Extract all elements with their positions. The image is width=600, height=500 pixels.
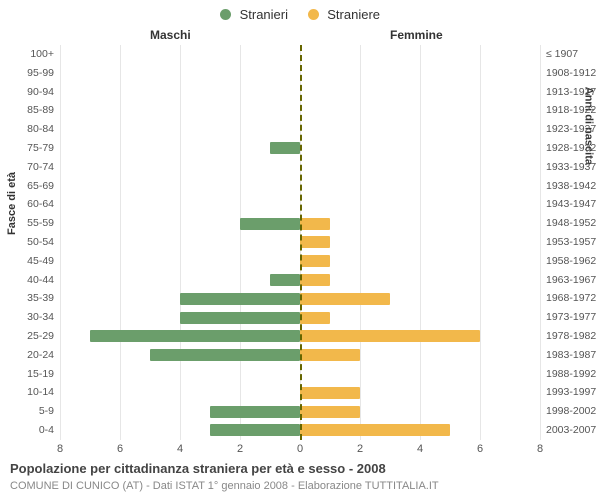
age-label: 0-4 xyxy=(39,424,54,436)
age-label: 75-79 xyxy=(27,142,54,154)
birth-year-label: 1988-1992 xyxy=(546,368,596,380)
age-label: 25-29 xyxy=(27,330,54,342)
chart-subtitle: COMUNE DI CUNICO (AT) - Dati ISTAT 1° ge… xyxy=(10,480,439,492)
age-label: 30-34 xyxy=(27,311,54,323)
birth-year-label: 1948-1952 xyxy=(546,217,596,229)
birth-year-label: 1973-1977 xyxy=(546,311,596,323)
birth-year-label: 1978-1982 xyxy=(546,330,596,342)
legend-label: Stranieri xyxy=(240,7,288,22)
birth-year-label: 1993-1997 xyxy=(546,386,596,398)
age-label: 65-69 xyxy=(27,180,54,192)
age-label: 55-59 xyxy=(27,217,54,229)
legend: Stranieri Straniere xyxy=(0,6,600,22)
age-label: 35-39 xyxy=(27,292,54,304)
age-label: 40-44 xyxy=(27,274,54,286)
bar-male xyxy=(270,274,300,286)
x-tick-label: 8 xyxy=(57,443,63,455)
bar-male xyxy=(90,330,300,342)
birth-year-label: ≤ 1907 xyxy=(546,48,578,60)
bar-male xyxy=(180,312,300,324)
bar-female xyxy=(300,349,360,361)
legend-label: Straniere xyxy=(327,7,380,22)
birth-year-label: 1928-1932 xyxy=(546,142,596,154)
age-label: 15-19 xyxy=(27,368,54,380)
bar-female xyxy=(300,255,330,267)
bar-female xyxy=(300,424,450,436)
column-title-male: Maschi xyxy=(150,28,191,42)
birth-year-label: 1908-1912 xyxy=(546,67,596,79)
bar-male xyxy=(150,349,300,361)
birth-year-label: 1913-1917 xyxy=(546,86,596,98)
circle-icon xyxy=(220,9,231,20)
gridline xyxy=(540,45,541,440)
x-tick-label: 4 xyxy=(177,443,183,455)
bar-female xyxy=(300,387,360,399)
birth-year-label: 1923-1927 xyxy=(546,123,596,135)
bar-female xyxy=(300,274,330,286)
birth-year-label: 1938-1942 xyxy=(546,180,596,192)
age-label: 10-14 xyxy=(27,386,54,398)
plot-area: 864202468100+≤ 190795-991908-191290-9419… xyxy=(60,45,540,440)
legend-item-male: Stranieri xyxy=(220,6,288,22)
age-label: 70-74 xyxy=(27,161,54,173)
bar-male xyxy=(180,293,300,305)
column-title-female: Femmine xyxy=(390,28,443,42)
x-tick-label: 6 xyxy=(477,443,483,455)
age-label: 50-54 xyxy=(27,236,54,248)
population-pyramid-chart: Stranieri Straniere Maschi Femmine Fasce… xyxy=(0,0,600,500)
age-label: 80-84 xyxy=(27,123,54,135)
bar-male xyxy=(210,406,300,418)
bar-female xyxy=(300,293,390,305)
birth-year-label: 1958-1962 xyxy=(546,255,596,267)
bar-male xyxy=(210,424,300,436)
age-label: 100+ xyxy=(30,48,54,60)
birth-year-label: 2003-2007 xyxy=(546,424,596,436)
x-tick-label: 2 xyxy=(357,443,363,455)
age-label: 85-89 xyxy=(27,104,54,116)
birth-year-label: 1998-2002 xyxy=(546,405,596,417)
birth-year-label: 1953-1957 xyxy=(546,236,596,248)
bar-female xyxy=(300,218,330,230)
birth-year-label: 1943-1947 xyxy=(546,198,596,210)
age-label: 60-64 xyxy=(27,198,54,210)
birth-year-label: 1918-1922 xyxy=(546,104,596,116)
x-tick-label: 2 xyxy=(237,443,243,455)
bar-female xyxy=(300,236,330,248)
age-label: 5-9 xyxy=(39,405,54,417)
center-divider xyxy=(300,45,302,440)
bar-female xyxy=(300,312,330,324)
age-label: 20-24 xyxy=(27,349,54,361)
birth-year-label: 1963-1967 xyxy=(546,274,596,286)
x-tick-label: 8 xyxy=(537,443,543,455)
bar-female xyxy=(300,406,360,418)
bar-male xyxy=(270,142,300,154)
age-label: 95-99 xyxy=(27,67,54,79)
x-tick-label: 4 xyxy=(417,443,423,455)
x-tick-label: 6 xyxy=(117,443,123,455)
y-axis-title-left: Fasce di età xyxy=(6,172,18,235)
chart-title: Popolazione per cittadinanza straniera p… xyxy=(10,461,386,476)
birth-year-label: 1933-1937 xyxy=(546,161,596,173)
bar-male xyxy=(240,218,300,230)
birth-year-label: 1983-1987 xyxy=(546,349,596,361)
legend-item-female: Straniere xyxy=(308,6,380,22)
x-tick-label: 0 xyxy=(297,443,303,455)
age-label: 90-94 xyxy=(27,86,54,98)
bar-female xyxy=(300,330,480,342)
birth-year-label: 1968-1972 xyxy=(546,292,596,304)
circle-icon xyxy=(308,9,319,20)
age-label: 45-49 xyxy=(27,255,54,267)
